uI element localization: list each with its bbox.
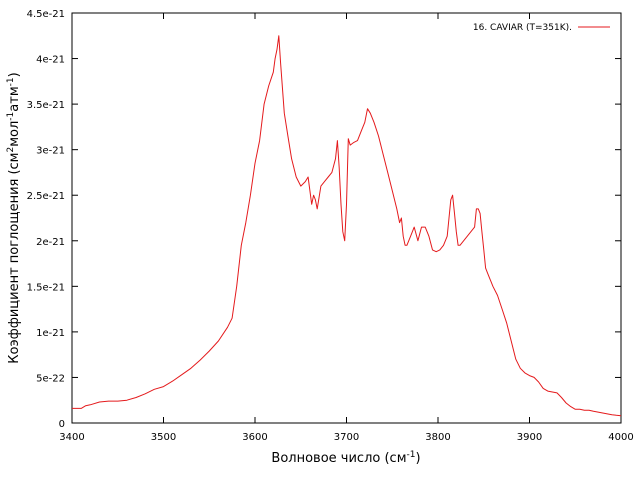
x-tick-label: 3600 — [242, 432, 267, 443]
y-tick-label: 4.5e-21 — [27, 9, 65, 20]
y-axis-title: Коэффициент поглощения (см2мол-1атм-1) — [6, 72, 22, 363]
x-tick-label: 3700 — [334, 432, 359, 443]
legend: 16. CAVIAR (T=351K). — [473, 23, 610, 33]
x-axis-title: Волновое число (см-1) — [271, 450, 420, 466]
plot-frame — [71, 12, 622, 424]
y-tick-label: 1e-21 — [36, 328, 65, 339]
y-tick-label: 4e-21 — [36, 55, 65, 66]
x-tick-label: 4000 — [608, 432, 633, 443]
y-tick-label: 1.5e-21 — [27, 282, 65, 293]
x-tick-label: 3400 — [59, 432, 84, 443]
x-tick-label: 3500 — [151, 432, 176, 443]
y-tick-label: 3.5e-21 — [27, 100, 65, 111]
y-tick-label: 2e-21 — [36, 237, 65, 248]
x-tick-label: 3800 — [425, 432, 450, 443]
series-layer — [72, 35, 622, 417]
y-tick-label: 3e-21 — [36, 146, 65, 157]
y-tick-label: 5e-22 — [36, 373, 65, 384]
axis-ticks: 3400 3500 3600 3700 3800 3900 4000 0 5e-22 1e-21 1… — [27, 9, 634, 443]
y-tick-label: 2.5e-21 — [27, 191, 65, 202]
x-tick-label: 3900 — [517, 432, 542, 443]
series-line-0 — [72, 35, 622, 417]
y-tick-label: 0 — [59, 419, 65, 430]
legend-label: 16. CAVIAR (T=351K). — [473, 23, 572, 33]
